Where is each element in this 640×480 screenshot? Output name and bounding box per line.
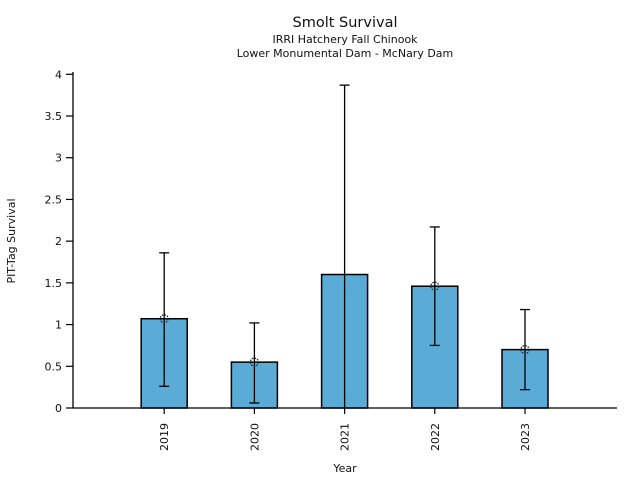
chart-subtitle-line1: IRRI Hatchery Fall Chinook [272,33,418,46]
chart-subtitle-line2: Lower Monumental Dam - McNary Dam [237,47,454,60]
y-tick-label: 4 [55,68,62,81]
x-tick-label: 2021 [339,423,352,451]
x-tick-label: 2019 [158,423,171,451]
point-estimate-marker [159,314,169,324]
y-axis-label: PIT-Tag Survival [5,198,18,283]
x-axis-label: Year [332,462,357,475]
y-tick-label: 1.5 [45,277,63,290]
y-tick-label: 2 [55,235,62,248]
y-tick-label: 3 [55,152,62,165]
x-tick-label: 2022 [429,423,442,451]
y-tick-label: 0 [55,402,62,415]
x-tick-label: 2020 [248,423,261,451]
x-tick-label: 2023 [519,423,532,451]
point-estimate-marker [520,345,530,355]
y-tick-label: 3.5 [45,110,63,123]
chart-title: Smolt Survival [293,15,398,31]
point-estimate-marker [249,357,259,367]
y-tick-label: 2.5 [45,193,63,206]
bar-2022 [411,285,459,409]
point-estimate-marker [430,281,440,291]
y-tick-label: 0.5 [45,360,63,373]
error-bars-layer [159,84,530,408]
y-tick-label: 1 [55,319,62,332]
